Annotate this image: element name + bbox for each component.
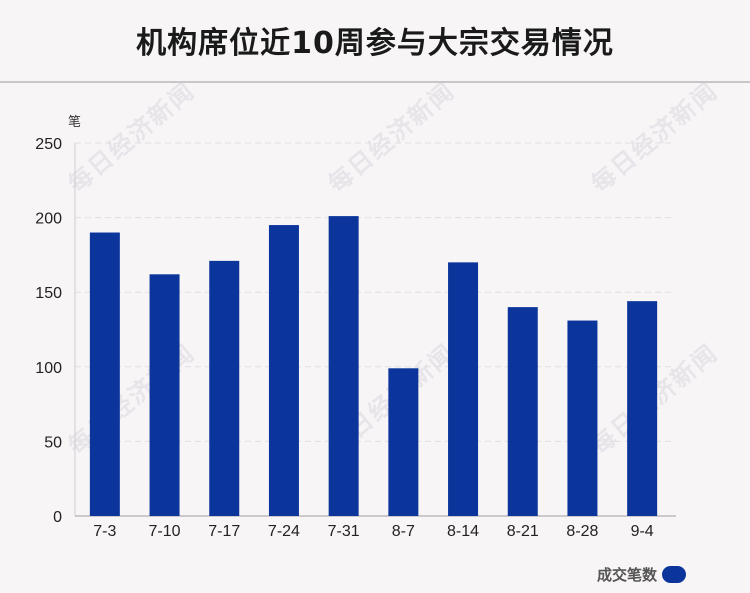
bar bbox=[448, 262, 479, 516]
y-tick-label: 200 bbox=[35, 211, 62, 228]
y-tick-label: 50 bbox=[44, 434, 62, 451]
bar bbox=[209, 260, 240, 516]
bar bbox=[627, 301, 658, 516]
x-tick-label: 8-14 bbox=[447, 523, 479, 540]
legend-label: 成交笔数 bbox=[596, 566, 657, 584]
y-tick-label: 0 bbox=[53, 509, 62, 526]
y-tick-label: 100 bbox=[35, 360, 62, 377]
x-tick-label: 7-24 bbox=[268, 523, 300, 540]
legend: 成交笔数 bbox=[597, 564, 686, 585]
bar bbox=[567, 320, 598, 516]
x-tick-label: 8-28 bbox=[566, 523, 598, 540]
x-tick-label: 8-21 bbox=[507, 523, 539, 540]
bar bbox=[89, 232, 120, 516]
y-tick-label: 250 bbox=[35, 136, 62, 153]
bar bbox=[328, 216, 359, 516]
title-divider bbox=[0, 81, 750, 83]
chart-title: 机构席位近10周参与大宗交易情况 bbox=[136, 26, 614, 61]
x-tick-label: 7-3 bbox=[93, 523, 116, 540]
x-tick-label: 7-31 bbox=[328, 523, 360, 540]
bar bbox=[388, 368, 419, 516]
x-tick-label: 7-17 bbox=[208, 523, 240, 540]
bar bbox=[268, 225, 299, 516]
bar bbox=[149, 274, 180, 516]
x-tick-label: 8-7 bbox=[392, 523, 415, 540]
x-tick-label: 9-4 bbox=[631, 523, 654, 540]
bar bbox=[507, 307, 538, 516]
y-tick-label: 150 bbox=[35, 285, 62, 302]
x-tick-label: 7-10 bbox=[149, 523, 181, 540]
legend-swatch bbox=[662, 566, 686, 583]
y-axis-unit: 笔 bbox=[68, 114, 81, 130]
